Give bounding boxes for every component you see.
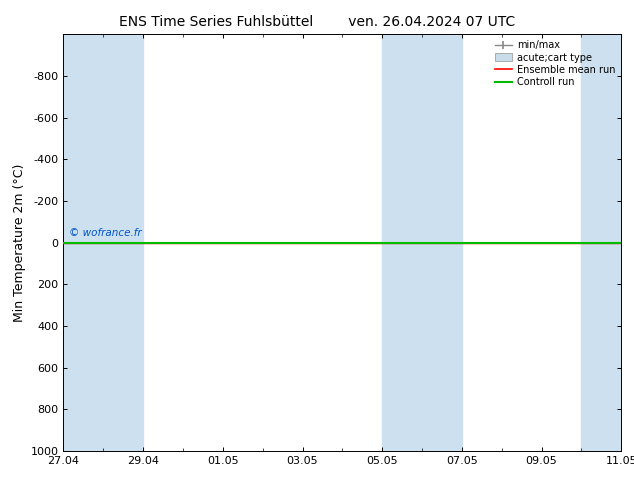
Legend: min/max, acute;cart type, Ensemble mean run, Controll run: min/max, acute;cart type, Ensemble mean … [491,36,619,91]
Bar [581,34,621,451]
Y-axis label: Min Temperature 2m (°C): Min Temperature 2m (°C) [13,163,27,322]
Text: ENS Time Series Fuhlsbüttel        ven. 26.04.2024 07 UTC: ENS Time Series Fuhlsbüttel ven. 26.04.2… [119,15,515,29]
Bar [382,34,462,451]
Text: © wofrance.fr: © wofrance.fr [69,228,141,238]
Bar [63,34,143,451]
